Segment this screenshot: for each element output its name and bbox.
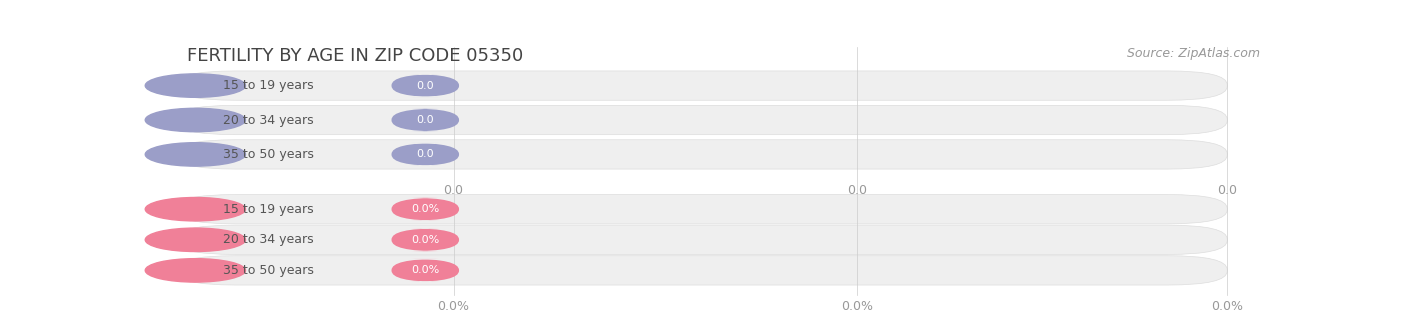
Text: 0.0: 0.0 (416, 115, 434, 125)
Text: 0.0: 0.0 (416, 149, 434, 160)
Circle shape (145, 198, 246, 221)
Text: 0.0%: 0.0% (437, 300, 470, 313)
Text: 0.0%: 0.0% (841, 300, 873, 313)
FancyBboxPatch shape (391, 259, 458, 282)
Text: 20 to 34 years: 20 to 34 years (222, 114, 314, 126)
FancyBboxPatch shape (176, 225, 1227, 255)
Text: FERTILITY BY AGE IN ZIP CODE 05350: FERTILITY BY AGE IN ZIP CODE 05350 (187, 47, 523, 65)
FancyBboxPatch shape (176, 140, 1227, 169)
Circle shape (145, 108, 246, 132)
Text: 15 to 19 years: 15 to 19 years (222, 79, 314, 92)
Text: 15 to 19 years: 15 to 19 years (222, 203, 314, 216)
Text: 0.0: 0.0 (444, 184, 464, 197)
FancyBboxPatch shape (176, 105, 1227, 135)
Circle shape (145, 143, 246, 166)
Text: 35 to 50 years: 35 to 50 years (222, 148, 314, 161)
Text: 0.0%: 0.0% (411, 204, 440, 214)
Circle shape (145, 259, 246, 282)
FancyBboxPatch shape (176, 256, 1227, 285)
Text: 0.0: 0.0 (846, 184, 866, 197)
Text: 0.0: 0.0 (1218, 184, 1237, 197)
Circle shape (145, 228, 246, 252)
Text: 0.0%: 0.0% (411, 235, 440, 245)
FancyBboxPatch shape (176, 71, 1227, 100)
FancyBboxPatch shape (176, 195, 1227, 224)
FancyBboxPatch shape (391, 198, 458, 221)
Text: 20 to 34 years: 20 to 34 years (222, 233, 314, 246)
FancyBboxPatch shape (391, 143, 458, 166)
FancyBboxPatch shape (391, 228, 458, 251)
FancyBboxPatch shape (391, 109, 458, 131)
Text: 0.0%: 0.0% (411, 265, 440, 275)
Text: Source: ZipAtlas.com: Source: ZipAtlas.com (1128, 47, 1260, 60)
Circle shape (145, 74, 246, 97)
Text: 0.0: 0.0 (416, 80, 434, 91)
Text: 35 to 50 years: 35 to 50 years (222, 264, 314, 277)
FancyBboxPatch shape (391, 74, 458, 97)
Text: 0.0%: 0.0% (1211, 300, 1243, 313)
